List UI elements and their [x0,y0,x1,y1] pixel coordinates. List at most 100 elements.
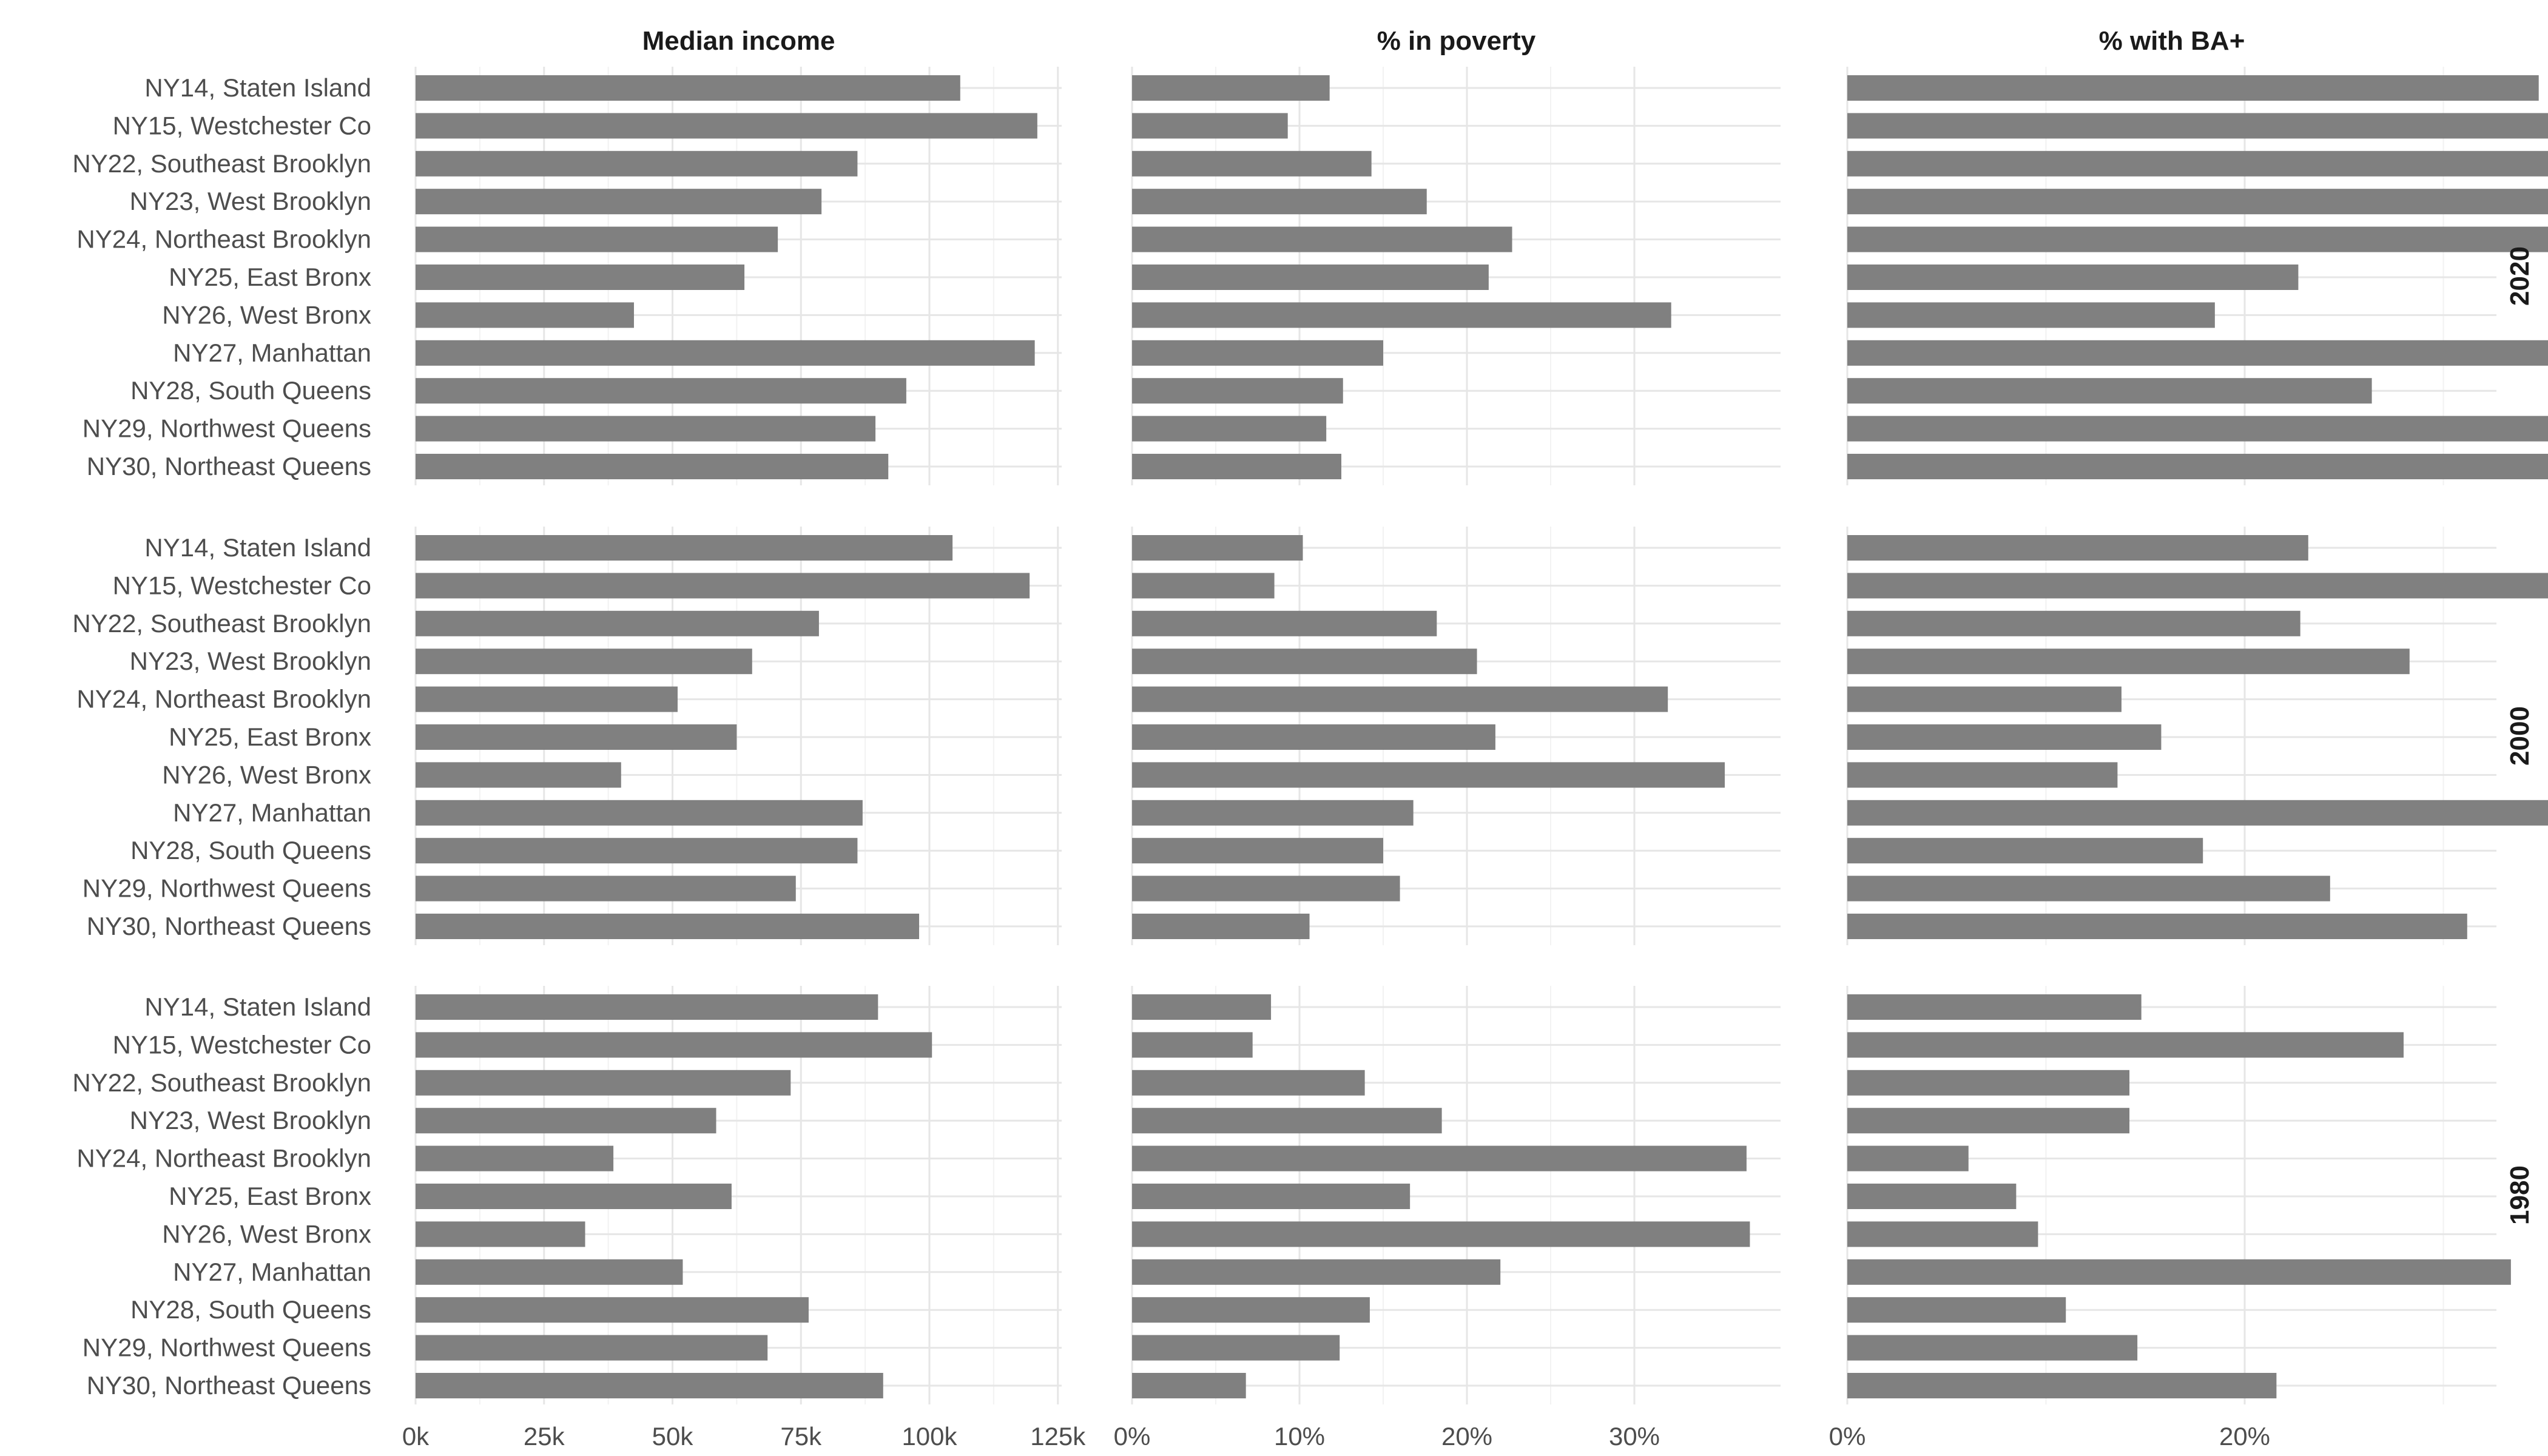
bar-2000-0-5 [416,724,737,750]
category-label: NY25, East Bronx [169,1182,371,1210]
bar-2000-2-10 [1847,914,2467,939]
bar-2000-2-4 [1847,686,2122,712]
bar-1980-2-4 [1847,1145,1969,1171]
category-label: NY24, Northeast Brooklyn [76,1144,371,1173]
bar-2020-2-3 [1847,189,2548,215]
bar-2000-0-7 [416,800,863,826]
bar-2020-0-2 [416,150,858,177]
category-label: NY25, East Bronx [169,723,371,751]
label-layer: NY14, Staten Island NY15, Westchester Co N… [72,26,2535,1451]
bar-1980-1-1 [1132,1032,1253,1058]
bar-2000-0-0 [416,535,953,561]
x-tick-label: 100k [902,1422,957,1451]
bar-2020-2-7 [1847,340,2548,366]
bar-1980-0-6 [416,1221,585,1247]
bar-2020-2-2 [1847,150,2548,177]
x-tick-label: 50k [652,1422,694,1451]
category-label: NY25, East Bronx [169,263,371,291]
x-tick-label: 0% [1114,1422,1151,1451]
facet-row-title: 1980 [2505,1165,2535,1225]
bar-2000-2-7 [1847,800,2548,826]
category-label: NY27, Manhattan [173,798,371,827]
bar-2020-1-6 [1132,302,1671,328]
category-label: NY24, Northeast Brooklyn [76,225,371,254]
x-tick-label: 0k [402,1422,430,1451]
category-label: NY28, South Queens [130,836,371,864]
bar-2000-0-2 [416,610,819,636]
bar-2000-0-9 [416,875,796,902]
bar-1980-2-8 [1847,1297,2066,1323]
category-label: NY30, Northeast Queens [87,1371,371,1400]
category-label: NY15, Westchester Co [113,111,371,140]
bar-1980-2-7 [1847,1259,2511,1285]
bar-1980-0-0 [416,994,878,1020]
category-label: NY15, Westchester Co [113,1030,371,1059]
bar-2020-0-6 [416,302,634,328]
bar-1980-0-3 [416,1108,716,1134]
category-label: NY23, West Brooklyn [130,1106,371,1134]
bar-2020-1-3 [1132,189,1427,215]
facet-row-title: 2000 [2505,706,2535,766]
bar-1980-1-3 [1132,1108,1442,1134]
bar-2000-1-1 [1132,573,1275,599]
bar-2020-0-5 [416,265,745,290]
x-tick-label: 10% [1274,1422,1325,1451]
bar-2020-2-10 [1847,454,2548,479]
bar-2000-1-8 [1132,838,1383,864]
bar-2020-2-6 [1847,302,2215,328]
bar-1980-1-5 [1132,1184,1410,1209]
bar-2020-0-10 [416,454,889,479]
bar-1980-0-2 [416,1070,791,1096]
x-tick-label: 30% [1609,1422,1660,1451]
bar-2020-1-1 [1132,113,1288,139]
category-label: NY26, West Bronx [162,300,371,329]
bar-1980-1-4 [1132,1145,1747,1171]
bar-2000-2-1 [1847,573,2548,599]
bar-2000-0-3 [416,649,752,675]
category-label: NY28, South Queens [130,1295,371,1324]
bar-2000-0-10 [416,914,920,939]
bar-1980-2-3 [1847,1108,2130,1134]
bar-2020-1-0 [1132,75,1330,101]
bar-1980-2-6 [1847,1221,2038,1247]
category-label: NY24, Northeast Brooklyn [76,685,371,713]
x-tick-label: 20% [2219,1422,2270,1451]
x-tick-label: 75k [780,1422,822,1451]
bar-2000-2-6 [1847,762,2118,788]
bar-1980-0-4 [416,1145,614,1171]
bar-2020-2-9 [1847,416,2548,442]
bar-2020-0-0 [416,75,960,101]
category-label: NY29, Northwest Queens [83,874,371,903]
bar-2020-1-5 [1132,265,1489,290]
bar-2000-1-6 [1132,762,1725,788]
facet-column-title: Median income [642,26,835,56]
bar-2000-2-8 [1847,838,2203,864]
bar-1980-2-0 [1847,994,2142,1020]
bar-2020-0-7 [416,340,1035,366]
bar-1980-2-5 [1847,1184,2017,1209]
bar-2000-1-5 [1132,724,1495,750]
category-label: NY22, Southeast Brooklyn [72,1068,371,1097]
bar-2000-2-2 [1847,610,2300,636]
category-label: NY26, West Bronx [162,760,371,789]
bar-1980-0-8 [416,1297,809,1323]
bar-2000-0-1 [416,573,1030,599]
category-label: NY30, Northeast Queens [87,452,371,480]
bar-1980-1-10 [1132,1373,1246,1398]
bar-2020-0-4 [416,226,778,252]
bar-2000-1-0 [1132,535,1303,561]
category-label: NY27, Manhattan [173,1258,371,1286]
x-tick-label: 125k [1030,1422,1086,1451]
bar-2020-1-7 [1132,340,1383,366]
bar-2020-0-3 [416,189,822,215]
bar-2020-2-8 [1847,378,2372,404]
bar-2020-1-4 [1132,226,1512,252]
bar-2000-1-4 [1132,686,1668,712]
bar-2000-1-7 [1132,800,1414,826]
bar-2020-2-5 [1847,265,2299,290]
bar-2000-2-0 [1847,535,2308,561]
category-label: NY23, West Brooklyn [130,187,371,215]
bar-1980-2-10 [1847,1373,2277,1398]
bar-1980-0-10 [416,1373,883,1398]
